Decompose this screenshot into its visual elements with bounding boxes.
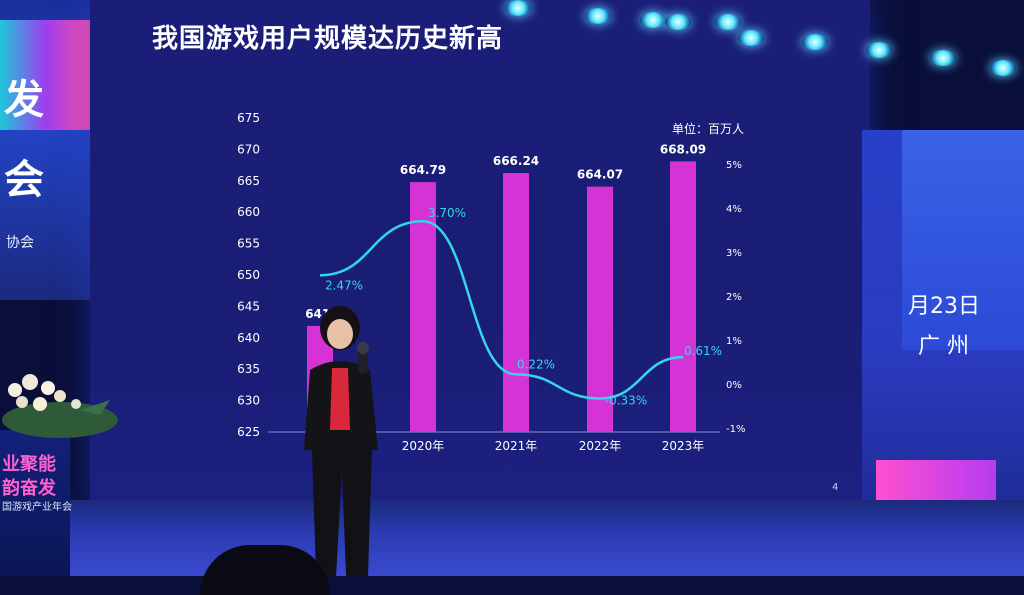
slide-title: 我国游戏用户规模达历史新高: [152, 24, 504, 54]
y-left-tick-label: 655: [237, 237, 260, 251]
line-data-label: 0.61%: [684, 344, 722, 358]
speaker-person: [304, 306, 378, 576]
banner-small-text: 协会: [6, 235, 34, 251]
stage-light-icon: [990, 60, 1016, 76]
line-data-label: -0.33%: [605, 394, 647, 408]
right-screen-panel: [902, 130, 1024, 350]
stage-light-icon: [585, 8, 611, 24]
unit-label: 单位：百万人: [672, 122, 745, 136]
podium-line-1: 业聚能: [2, 454, 56, 475]
podium-line-2: 韵奋发: [2, 478, 56, 499]
right-screen: 月23日 广 州: [862, 130, 1024, 500]
bar: [503, 173, 529, 432]
bar: [670, 161, 696, 432]
bar-data-label: 664.79: [400, 163, 446, 177]
main-screen: 我国游戏用户规模达历史新高 单位：百万人 625 630 635 640 645 650 6…: [90, 0, 870, 510]
right-screen-pink-bar: [876, 460, 996, 500]
banner-glyph-top: 发: [4, 77, 44, 123]
stage-light-icon: [738, 30, 764, 46]
x-tick-label: 2021年: [495, 439, 538, 453]
stage-light-icon: [866, 42, 892, 58]
line-data-label: 0.22%: [517, 357, 555, 371]
stage-light-icon: [640, 12, 666, 28]
growth-line: [319, 219, 684, 400]
y-right-tick-label: 4%: [726, 204, 742, 215]
y-left-tick-label: 645: [237, 299, 260, 313]
banner-glyph-bottom: 会: [4, 157, 44, 203]
stage-floor: [0, 500, 1024, 576]
bar-data-label: 664.07: [577, 168, 623, 182]
y-left-tick-label: 630: [237, 394, 260, 408]
right-screen-date: 月23日: [908, 294, 980, 319]
stage-light-icon: [802, 34, 828, 50]
podium-banner: 业聚能 韵奋发 国游戏产业年会: [0, 430, 72, 576]
stage-light-icon: [930, 50, 956, 66]
chart: 625 630 635 640 645 650 655 660 665 670 675 -1% 0% 1%…: [237, 111, 745, 453]
y-right-tick-label: 2%: [726, 292, 742, 303]
slide-number: 4: [832, 482, 839, 493]
y-left-tick-label: 625: [237, 425, 260, 439]
line-data-label: 2.47%: [325, 278, 363, 292]
stage-light-icon: [665, 14, 691, 30]
podium-subtitle: 国游戏产业年会: [2, 502, 72, 513]
bar-data-label: 666.24: [493, 154, 539, 168]
stage-light-icon: [715, 14, 741, 30]
y-right-tick-label: 1%: [726, 336, 742, 347]
x-tick-label: 2020年: [402, 439, 445, 453]
y-left-tick-label: 665: [237, 174, 260, 188]
y-left-tick-label: 640: [237, 331, 260, 345]
y-left-tick-label: 675: [237, 111, 260, 125]
y-left-tick-label: 650: [237, 268, 260, 282]
stage-light-icon: [505, 0, 531, 16]
flower-arrangement-icon: [2, 374, 118, 438]
y-right-tick-label: 0%: [726, 380, 742, 391]
x-tick-label: 2023年: [662, 439, 705, 453]
y-left-tick-label: 660: [237, 205, 260, 219]
x-tick-label: 2022年: [579, 439, 622, 453]
y-left-tick-label: 670: [237, 142, 260, 156]
line-data-label: 3.70%: [428, 206, 466, 220]
banner-gradient: [0, 20, 90, 130]
y-right-tick-label: 3%: [726, 248, 742, 259]
bar: [587, 186, 613, 432]
bar-data-label: 668.09: [660, 142, 706, 156]
left-banner: 发 会 协会: [0, 0, 90, 300]
right-screen-city: 广 州: [918, 334, 969, 359]
y-left-tick-label: 635: [237, 362, 260, 376]
y-right-tick-label: 5%: [726, 160, 742, 171]
y-right-tick-label: -1%: [726, 424, 745, 435]
